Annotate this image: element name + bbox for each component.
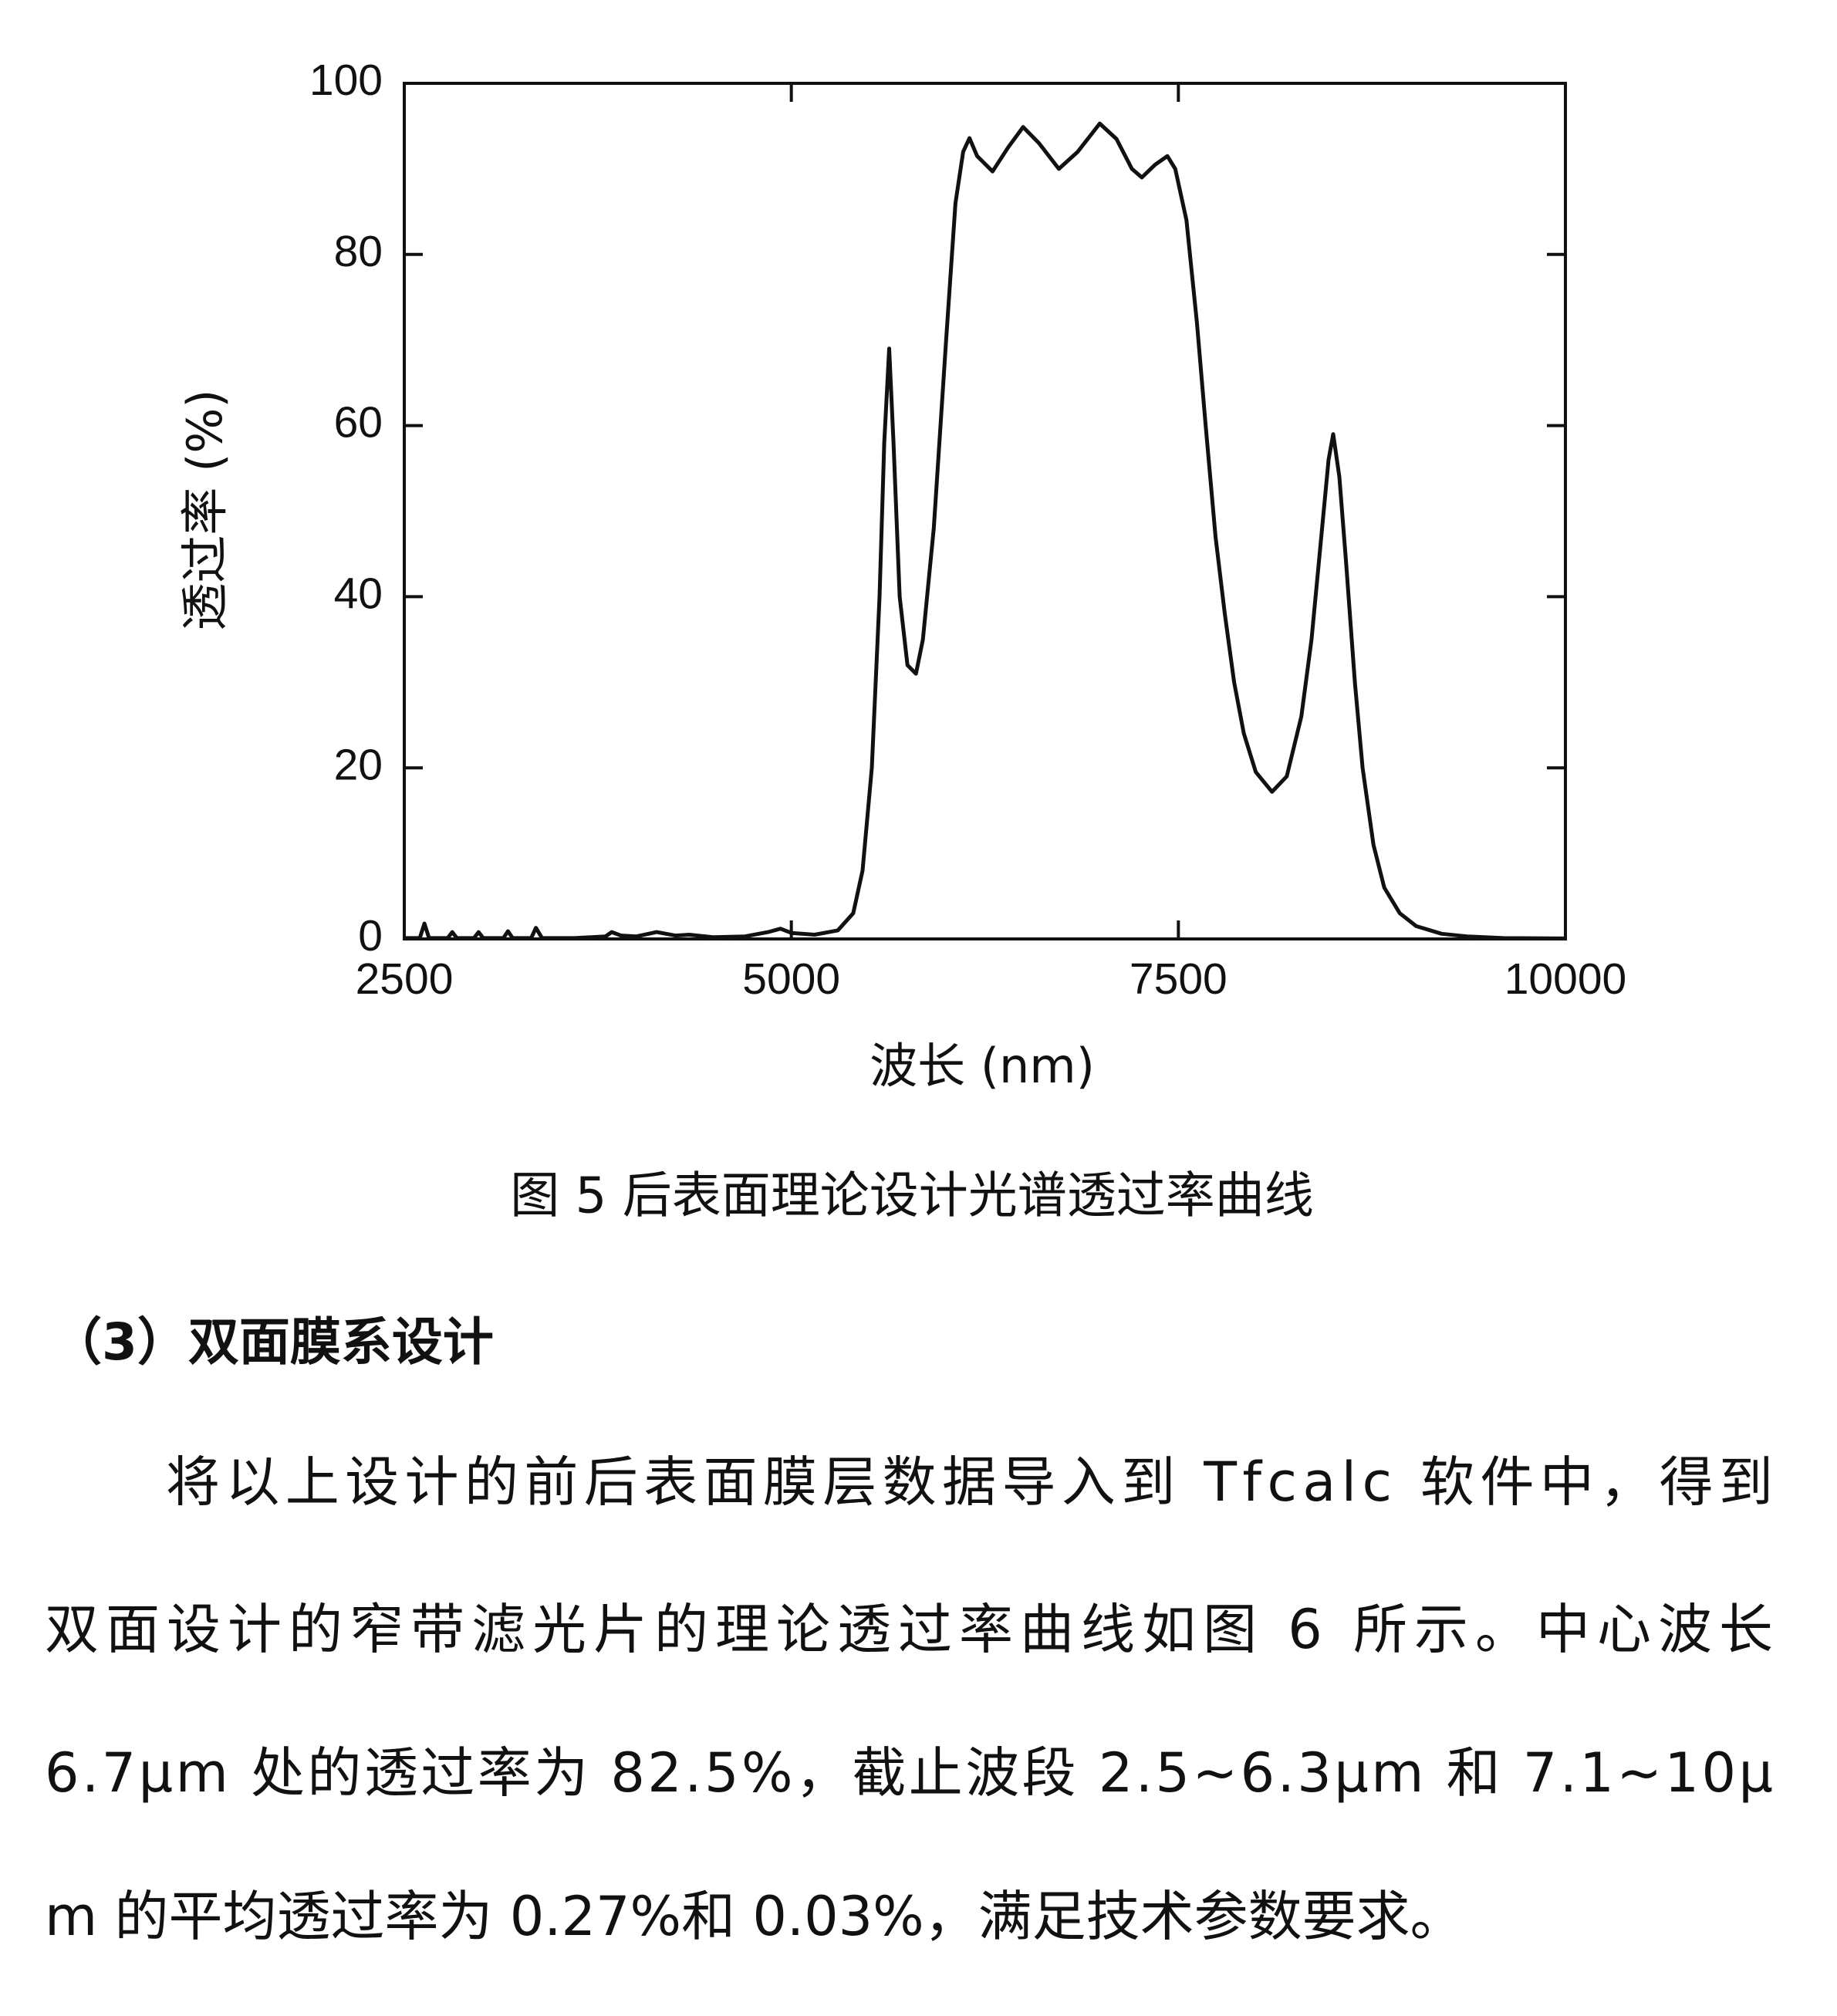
- x-tick-label: 10000: [1504, 954, 1627, 1004]
- y-axis-label: 透过率 (%): [177, 390, 233, 631]
- y-tick-label: 100: [309, 56, 383, 105]
- y-tick-label: 0: [358, 911, 383, 961]
- y-tick-label: 40: [334, 569, 383, 618]
- paragraph-line: 双面设计的窄带滤光片的理论透过率曲线如图 6 所示。中心波长: [45, 1598, 1773, 1661]
- x-tick-label: 7500: [1130, 954, 1227, 1004]
- x-axis-label: 波长 (nm): [870, 1038, 1095, 1094]
- paragraph-line: 6.7μm 处的透过率为 82.5%，截止波段 2.5~6.3μm 和 7.1~…: [45, 1741, 1773, 1805]
- y-tick-label: 60: [334, 398, 383, 447]
- x-tick-label: 5000: [742, 954, 840, 1004]
- transmittance-curve: [404, 121, 1566, 940]
- x-tick-label: 2500: [356, 954, 454, 1004]
- figure-caption: 图 5 后表面理论设计光谱透过率曲线: [510, 1168, 1313, 1225]
- y-tick-label: 20: [334, 740, 383, 789]
- paragraph-line: m 的平均透过率为 0.27%和 0.03%，满足技术参数要求。: [45, 1885, 1464, 1948]
- paragraph-line: 将以上设计的前后表面膜层数据导入到 Tfcalc 软件中，得到: [166, 1450, 1773, 1514]
- y-tick-label: 80: [334, 227, 383, 276]
- plot-frame: [403, 82, 1567, 940]
- section-heading: （3）双面膜系设计: [51, 1312, 494, 1372]
